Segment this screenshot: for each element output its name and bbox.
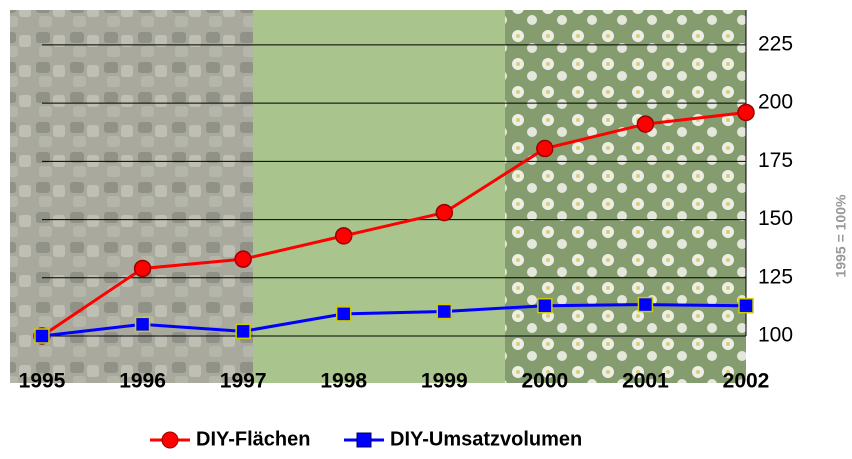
x-tick-label: 2002: [723, 370, 770, 393]
y-axis-label: 1995 = 100%: [833, 194, 849, 277]
legend-marker: [357, 433, 371, 447]
y-tick-label: 150: [758, 207, 793, 230]
y-tick-label: 175: [758, 149, 793, 172]
y-tick-label: 125: [758, 265, 793, 288]
x-tick-label: 1998: [320, 370, 367, 393]
y-tick-label: 100: [758, 324, 793, 347]
x-tick-label: 1996: [119, 370, 166, 393]
legend-label: DIY-Umsatzvolumen: [390, 428, 582, 450]
x-tick-label: 1995: [19, 370, 66, 393]
data-point: [436, 205, 452, 221]
data-point: [637, 116, 653, 132]
x-tick-label: 2001: [622, 370, 669, 393]
data-point: [136, 317, 150, 331]
y-tick-label: 200: [758, 91, 793, 114]
chart: 1995 = 100% 100 125 150 175 200 225 1995 1996 19…: [0, 0, 852, 459]
data-point: [537, 141, 553, 157]
data-point: [739, 299, 753, 313]
data-point: [235, 251, 251, 267]
legend: DIY-Flächen DIY-Umsatzvolumen: [150, 428, 582, 450]
data-point: [236, 324, 250, 338]
data-point: [135, 260, 151, 276]
data-point: [638, 298, 652, 312]
legend-label: DIY-Flächen: [196, 428, 310, 450]
data-point: [336, 228, 352, 244]
data-point: [35, 329, 49, 343]
x-tick-label: 1999: [421, 370, 468, 393]
data-point: [337, 307, 351, 321]
data-point: [738, 104, 754, 120]
y-tick-label: 225: [758, 32, 793, 55]
x-tick-label: 1997: [220, 370, 267, 393]
data-point: [538, 299, 552, 313]
legend-marker: [162, 432, 178, 448]
data-point: [437, 305, 451, 319]
x-tick-label: 2000: [521, 370, 568, 393]
